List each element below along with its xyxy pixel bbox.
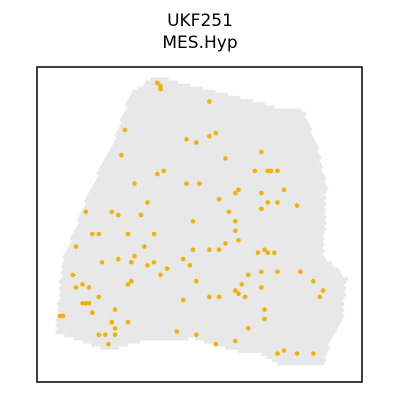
tissue-spot: [343, 276, 348, 282]
chart-title: UKF251: [167, 11, 233, 31]
tissue-background-spots: [55, 77, 348, 366]
tissue-spot: [334, 267, 339, 273]
chart-subtitle: MES.Hyp: [162, 33, 238, 53]
chart-title-block: UKF251 MES.Hyp: [0, 10, 400, 54]
tissue-spot: [327, 261, 332, 266]
